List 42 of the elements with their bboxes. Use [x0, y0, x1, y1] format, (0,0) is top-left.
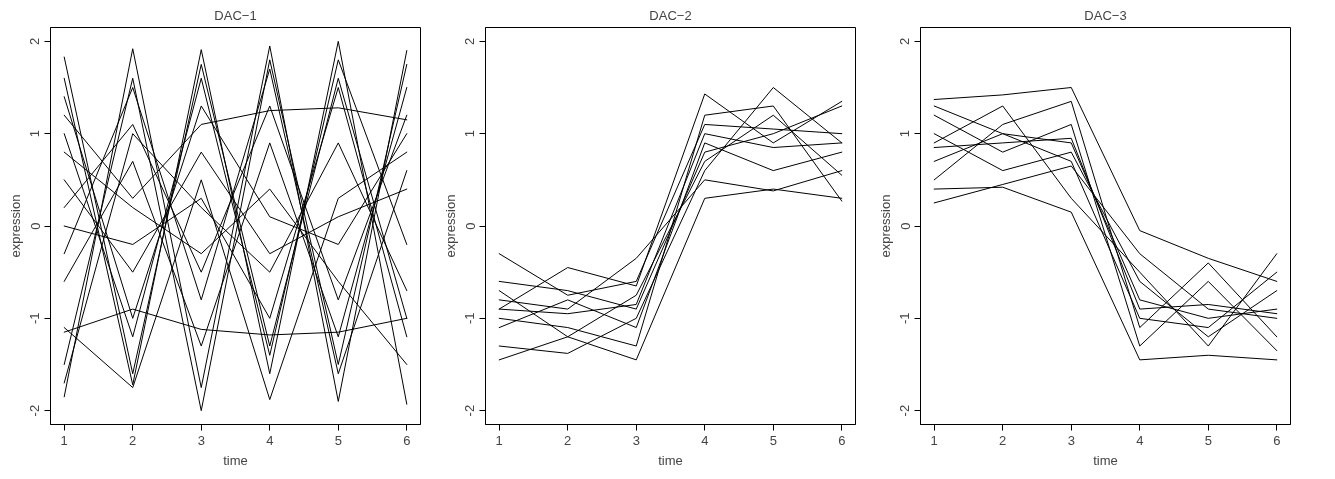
- x-tick-label: 1: [495, 432, 503, 448]
- chart-title: DAC−3: [1084, 7, 1127, 23]
- x-tick-label: 2: [564, 432, 572, 448]
- chart-title: DAC−2: [649, 7, 692, 23]
- y-tick-label: 1: [27, 130, 43, 138]
- y-tick-label: 2: [897, 37, 913, 45]
- y-tick-label: -2: [462, 404, 478, 417]
- y-axis-title: expression: [877, 194, 893, 258]
- x-tick-label: 4: [701, 432, 709, 448]
- y-tick-label: -1: [462, 312, 478, 325]
- x-tick-label: 3: [1067, 432, 1075, 448]
- y-tick-label: 1: [897, 130, 913, 138]
- x-tick-label: 3: [632, 432, 640, 448]
- x-tick-label: 5: [334, 432, 342, 448]
- y-tick-label: 0: [897, 222, 913, 230]
- y-tick-label: 1: [462, 130, 478, 138]
- x-tick-label: 2: [999, 432, 1007, 448]
- chart-title: DAC−1: [214, 7, 257, 23]
- x-axis-title: time: [1093, 452, 1118, 468]
- x-axis-title: time: [658, 452, 683, 468]
- y-tick-label: 2: [462, 37, 478, 45]
- y-tick-label: -2: [897, 404, 913, 417]
- x-tick-label: 4: [1136, 432, 1144, 448]
- y-tick-label: -1: [897, 312, 913, 325]
- x-tick-label: 6: [1273, 432, 1281, 448]
- x-tick-label: 5: [1204, 432, 1212, 448]
- y-tick-label: 0: [462, 222, 478, 230]
- x-tick-label: 1: [930, 432, 938, 448]
- x-axis-title: time: [223, 452, 248, 468]
- x-tick-label: 1: [60, 432, 68, 448]
- y-tick-label: 2: [27, 37, 43, 45]
- y-axis-title: expression: [442, 194, 458, 258]
- y-tick-label: -2: [27, 404, 43, 417]
- x-tick-label: 6: [403, 432, 411, 448]
- x-tick-label: 6: [838, 432, 846, 448]
- x-tick-label: 3: [197, 432, 205, 448]
- y-tick-label: 0: [27, 222, 43, 230]
- x-tick-label: 5: [769, 432, 777, 448]
- y-tick-label: -1: [27, 312, 43, 325]
- y-axis-title: expression: [7, 194, 23, 258]
- x-tick-label: 4: [266, 432, 274, 448]
- x-tick-label: 2: [129, 432, 137, 448]
